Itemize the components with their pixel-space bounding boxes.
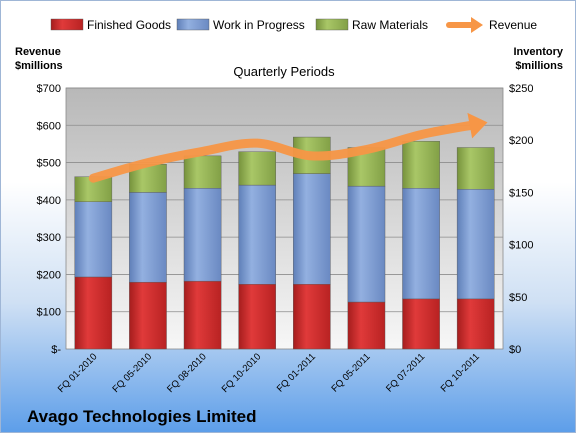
bar-raw-materials-6	[402, 141, 439, 188]
bar-work-in-progress-5	[348, 186, 385, 302]
company-name: Avago Technologies Limited	[27, 407, 257, 427]
left-tick-label: $600	[37, 120, 61, 132]
bar-finished-goods-7	[457, 299, 494, 349]
right-axis-ticks: $0 $50 $100 $150 $200 $250	[509, 83, 533, 356]
x-tick-label: FQ 01-2011	[275, 351, 318, 394]
legend: Finished Goods Work in Progress Raw Materi…	[51, 17, 537, 33]
left-tick-label: $200	[37, 269, 61, 281]
bar-finished-goods-4	[293, 284, 330, 349]
left-axis-title-line2: $millions	[15, 60, 63, 72]
bar-work-in-progress-6	[402, 188, 439, 299]
legend-label: Work in Progress	[213, 18, 305, 32]
right-tick-label: $250	[509, 83, 533, 95]
bar-finished-goods-3	[239, 284, 276, 349]
bar-finished-goods-5	[348, 302, 385, 349]
right-tick-label: $50	[509, 292, 527, 304]
legend-label: Finished Goods	[87, 18, 171, 32]
bar-raw-materials-7	[457, 148, 494, 190]
legend-swatch	[51, 19, 83, 30]
legend-label: Raw Materials	[352, 18, 428, 32]
bar-raw-materials-3	[239, 152, 276, 185]
left-axis-ticks: $- $100 $200 $300 $400 $500 $600 $700	[37, 83, 62, 356]
bar-finished-goods-6	[402, 299, 439, 349]
right-tick-label: $0	[509, 344, 521, 356]
left-tick-label: $400	[37, 195, 61, 207]
bar-finished-goods-1	[129, 282, 166, 349]
chart-title: Quarterly Periods	[233, 64, 335, 79]
bar-work-in-progress-7	[457, 189, 494, 299]
x-tick-label: FQ 10-2010	[220, 351, 264, 395]
x-tick-label: FQ 01-2010	[56, 351, 100, 395]
legend-swatch	[177, 19, 209, 30]
bar-raw-materials-2	[184, 156, 221, 188]
left-tick-label: $-	[51, 344, 61, 356]
left-tick-label: $100	[37, 307, 61, 319]
x-tick-label: FQ 10-2011	[439, 351, 482, 394]
bar-work-in-progress-1	[129, 192, 166, 282]
x-tick-label: FQ 05-2010	[110, 351, 154, 395]
bar-work-in-progress-0	[75, 202, 112, 277]
x-tick-label: FQ 07-2011	[384, 351, 427, 394]
left-tick-label: $500	[37, 158, 61, 170]
left-tick-label: $700	[37, 83, 61, 95]
bar-finished-goods-0	[75, 277, 112, 349]
bar-work-in-progress-3	[239, 185, 276, 284]
right-axis-title-line2: $millions	[515, 60, 563, 72]
legend-label: Revenue	[489, 18, 537, 32]
x-tick-label: FQ 08-2010	[165, 351, 209, 395]
right-tick-label: $200	[509, 135, 533, 147]
x-tick-label: FQ 05-2011	[329, 351, 372, 394]
right-tick-label: $150	[509, 187, 533, 199]
left-tick-label: $300	[37, 232, 61, 244]
bar-finished-goods-2	[184, 281, 221, 349]
bar-work-in-progress-2	[184, 188, 221, 281]
legend-swatch	[316, 19, 348, 30]
bar-work-in-progress-4	[293, 174, 330, 285]
left-axis-title-line1: Revenue	[15, 46, 61, 58]
right-tick-label: $100	[509, 240, 533, 252]
legend-arrow-revenue	[471, 17, 483, 33]
right-axis-title-line1: Inventory	[513, 46, 563, 58]
